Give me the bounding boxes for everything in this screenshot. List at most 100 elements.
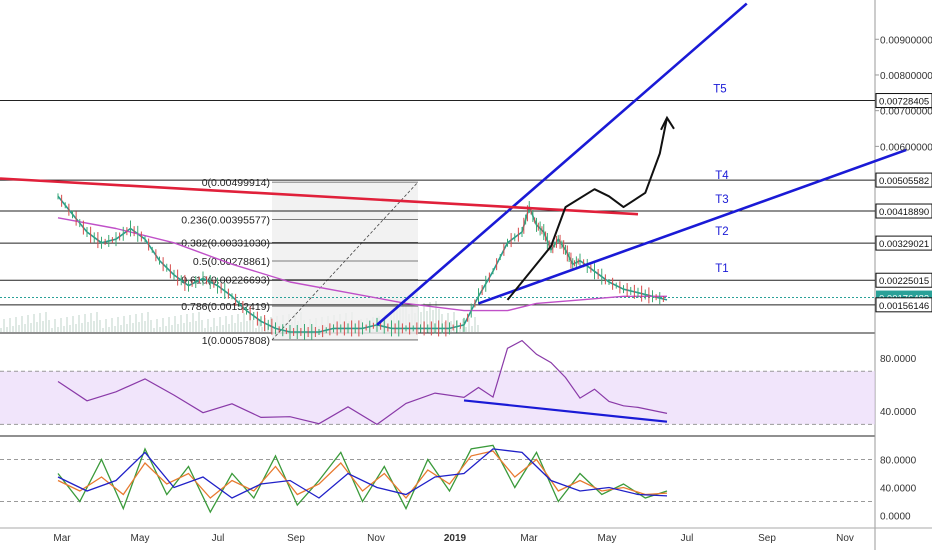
volume-bar [432,310,434,332]
volume-bar [114,326,116,332]
plot-background [0,0,875,550]
volume-bar [6,327,8,332]
volume-bar [453,312,455,332]
trendline-layer[interactable] [0,2,907,326]
volume-bar [429,302,431,332]
x-tick-label: Mar [520,533,538,544]
price-tag-box [875,272,932,288]
volume-bar [261,327,263,332]
volume-bar [93,321,95,332]
rsi-tick-label: 80.0000 [880,354,917,365]
volume-bar [213,318,215,332]
target-label-t2: T2 [715,226,728,238]
volume-bar [135,314,137,332]
volume-bar [147,312,149,332]
volume-bar [84,314,86,332]
volume-bar [138,322,140,332]
rsi-tick-label: 40.0000 [880,407,917,418]
rsi-divergence-line[interactable] [463,399,668,423]
volume-bar [63,326,65,332]
volume-bar [198,312,200,332]
volume-bar [207,319,209,332]
volume-bar [81,323,83,332]
volume-bar [96,312,98,332]
x-tick-label: Nov [836,533,854,544]
volume-bar [171,325,173,332]
volume-bar [141,313,143,332]
volume-bar [159,327,161,332]
target-label-t3: T3 [715,194,728,206]
price-tag-box [875,235,932,251]
volume-bar [435,301,437,332]
volume-bar [249,312,251,332]
volume-bar [69,325,71,332]
volume-bar [24,324,26,332]
volume-bar [129,315,131,332]
y-tick-label: 0.00800000 [880,71,932,82]
volume-bar [234,323,236,332]
volume-bar [66,317,68,332]
volume-bar [201,320,203,332]
fib-level-label: 0(0.00499914) [202,177,270,189]
volume-bar [447,313,449,332]
volume-bar [30,323,32,332]
target-label-t1: T1 [715,263,728,275]
volume-bar [195,321,197,332]
volume-bar [162,318,164,332]
volume-bar [186,314,188,332]
volume-bar [36,322,38,332]
target-label-t4: T4 [715,170,729,182]
volume-bar [444,322,446,332]
y-tick-label: 0.00600000 [880,142,932,153]
x-tick-label: May [131,533,150,544]
price-tag-label: 0.00329021 [879,239,929,250]
volume-bar [150,320,152,332]
projection-path[interactable] [506,117,668,301]
volume-bar [192,313,194,332]
lower-channel-line[interactable] [478,148,907,305]
volume-bar [54,319,56,332]
fibonacci-layer[interactable]: 0(0.00499914)0.236(0.00395577)0.382(0.00… [181,177,419,347]
fib-level-label: 1(0.00057808) [202,335,270,347]
fib-level-label: 0.786(0.00152419) [181,301,270,313]
volume-bar [423,303,425,332]
volume-bar [153,328,155,332]
rsi-line [57,339,668,426]
volume-bar [48,320,50,332]
upper-channel-line[interactable] [376,2,748,326]
volume-bar [420,312,422,332]
stoch-tick-label: 0.0000 [880,512,911,523]
volume-bar [27,315,29,332]
volume-bar [99,320,101,332]
volume-bar [228,324,230,332]
stoch-tick-label: 40.0000 [880,484,917,495]
volume-bar [243,313,245,332]
axis-layer: 0.00900000 0.00800000 0.00700000 0.00600000… [53,35,932,544]
volume-bar [474,317,476,332]
volume-bar [450,321,452,332]
volume-bar [21,316,23,332]
volume-bar [468,318,470,332]
volume-bar [9,318,11,332]
volume-bar [87,322,89,332]
resistance-line[interactable] [0,177,639,216]
volume-bar [189,322,191,332]
y-tick-label: 0.00900000 [880,35,932,46]
price-tag-label: 0.00156146 [879,301,929,312]
price-tag-label: 0.00225015 [879,276,929,287]
horizontal-levels-layer[interactable]: T5 T4 T3 T2 T1 [0,84,875,306]
volume-bar [132,323,134,332]
volume-bar [168,317,170,332]
price-tag-box [875,93,932,109]
fib-diagonal [271,181,419,341]
volume-bar [459,328,461,332]
volume-bar [144,321,146,332]
x-tick-label: 2019 [444,533,467,544]
stoch-tick-label: 80.0000 [880,455,917,466]
volume-bar [12,326,14,332]
volume-bar [219,317,221,332]
price-tag-box [875,297,932,313]
